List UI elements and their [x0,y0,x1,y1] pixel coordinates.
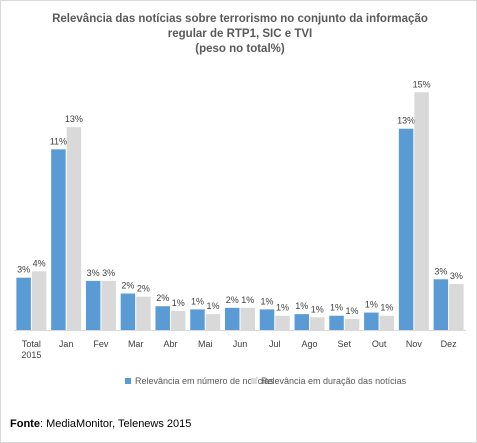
data-label-s2-7: 1% [276,303,289,313]
data-label-s1-5: 1% [191,296,204,306]
bar-s2-4 [170,310,186,330]
source-text: : MediaMonitor, Telenews 2015 [39,418,192,430]
x-tick-label-3: Mar [128,339,144,349]
bar-s1-3 [120,293,136,330]
data-label-s2-10: 1% [380,303,393,313]
bar-s1-0 [16,277,31,330]
x-tick-label-9: Set [338,339,352,349]
data-label-s2-2: 3% [102,268,115,278]
data-label-s2-11: 15% [413,79,431,89]
x-tick-label-1: Jan [59,339,74,349]
data-label-s1-4: 2% [156,293,169,303]
data-label-s2-9: 1% [346,306,359,316]
data-label-s1-9: 1% [330,303,343,313]
x-tick-label-4: Abr [163,339,177,349]
bar-s1-10 [364,312,379,330]
legend-swatch-duration [251,378,257,384]
bar-s2-2 [101,280,116,330]
legend-item-count: Relevância em número de notícias [125,376,274,386]
bar-s1-2 [85,280,101,330]
data-label-s1-6: 2% [226,295,239,305]
source-label: Fonte [10,418,40,430]
bar-s2-5 [205,314,221,330]
chart-title-line-2: regular de RTP1, SIC e TVI [167,28,313,40]
x-tick-label-0: Total [22,339,41,349]
data-label-s1-1: 11% [50,136,67,146]
data-label-s1-3: 2% [121,281,134,291]
data-label-s2-3: 2% [137,284,150,294]
bar-s1-11 [398,128,414,330]
bar-s2-3 [136,296,151,330]
x-tick-label-0-line2: 2015 [21,350,41,360]
x-tick-label-6: Jun [233,339,248,349]
bar-s2-11 [414,92,429,330]
data-label-s1-2: 3% [87,268,100,278]
bar-s1-5 [190,309,205,330]
bar-s2-6 [240,307,255,330]
data-label-s1-10: 1% [365,300,378,310]
bar-s2-8 [310,317,325,330]
data-label-s1-0: 3% [17,265,30,275]
bar-s2-1 [66,127,82,330]
legend-swatch-count [125,378,131,384]
legend-label-count: Relevância em número de notícias [135,376,274,386]
bar-s1-9 [329,315,344,330]
bar-s1-12 [433,279,449,330]
bar-s1-8 [294,314,310,330]
bar-s1-4 [155,306,170,330]
x-tick-label-12: Dez [441,339,458,349]
legend-label-duration: Relevância em duração das notícias [261,376,407,386]
data-label-s2-12: 3% [450,271,463,281]
x-tick-label-8: Ago [302,339,318,349]
x-tick-label-5: Mai [198,339,213,349]
x-tick-label-7: Jul [269,339,281,349]
bar-s1-1 [51,149,66,330]
data-label-s2-0: 4% [33,258,46,268]
bar-s2-10 [379,315,395,330]
source-note: Fonte: MediaMonitor, Telenews 2015 [10,418,191,430]
x-tick-label-10: Out [372,339,387,349]
chart-title-line-3: (peso no total%) [195,43,285,55]
data-label-s2-1: 13% [65,114,83,124]
bar-s2-0 [31,271,47,330]
bar-s2-7 [275,315,290,330]
data-label-s1-8: 1% [295,301,308,311]
bar-s2-12 [449,284,464,330]
x-tick-label-11: Nov [406,339,423,349]
data-label-s1-12: 3% [434,266,447,276]
data-label-s2-5: 1% [206,301,219,311]
data-label-s2-4: 1% [172,298,185,308]
chart-legend: Relevância em número de notícias Relevân… [0,376,477,390]
x-tick-label-2: Fev [93,339,109,349]
data-label-s1-11: 13% [397,116,415,126]
bar-s2-9 [344,318,360,330]
bar-s1-7 [259,309,275,330]
data-label-s1-7: 1% [261,296,274,306]
chart-title-line-1: Relevância das notícias sobre terrorismo… [52,13,428,25]
data-label-s2-8: 1% [311,304,324,314]
bar-s1-6 [225,307,240,330]
data-label-s2-6: 1% [241,295,254,305]
legend-item-duration: Relevância em duração das notícias [251,376,406,386]
